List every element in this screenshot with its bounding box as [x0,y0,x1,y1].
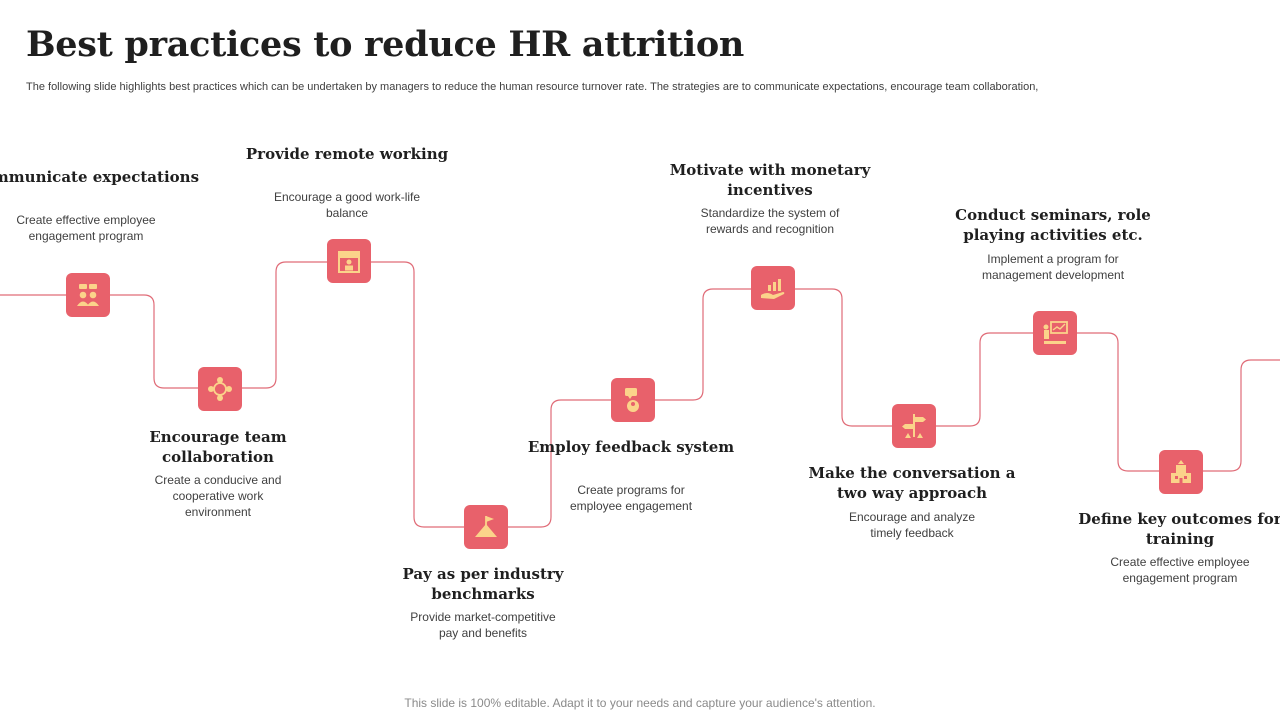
remote-work-icon [338,251,360,273]
feedback-icon [625,388,639,412]
step-3-node[interactable] [327,239,371,283]
team-cycle-icon [208,377,232,401]
step-5-title: Employ feedback system [527,438,735,456]
step-2-node[interactable] [198,367,242,411]
step-8-node[interactable] [1033,311,1077,355]
step-8-title: Conduct seminars, role playing activitie… [955,206,1151,244]
step-3-desc: Encourage a good work-life balance [273,190,421,220]
step-9-node[interactable] [1159,450,1203,494]
step-8-desc: Implement a program for management devel… [981,252,1125,282]
step-7-node[interactable] [892,404,936,448]
step-4-desc: Provide market-competitive pay and benef… [410,610,556,640]
step-9-title: Define key outcomes for training [1078,510,1280,548]
presentation-icon [1043,321,1068,344]
step-4-node[interactable] [464,505,508,549]
step-1-node[interactable] [66,273,110,317]
money-hand-icon [761,279,785,299]
signpost-icon [902,414,926,438]
step-2-desc: Create a conducive and cooperative work … [154,473,282,519]
people-chat-icon [77,284,99,306]
step-5-desc: Create programs for employee engagement [569,483,693,513]
slide-footer: This slide is 100% editable. Adapt it to… [404,696,876,710]
step-6-node[interactable] [751,266,795,310]
step-6-desc: Standardize the system of rewards and re… [700,206,840,236]
slide-subtitle: The following slide highlights best prac… [26,81,1039,93]
outcome-building-icon [1171,460,1191,483]
flag-benchmark-icon [475,516,497,537]
step-6-title: Motivate with monetary incentives [669,161,871,199]
step-1-desc: Create effective employee engagement pro… [16,213,156,243]
step-4-title: Pay as per industry benchmarks [402,565,564,603]
step-2-title: Encourage team collaboration [149,428,287,466]
step-9-desc: Create effective employee engagement pro… [1110,555,1250,585]
step-7-desc: Encourage and analyze timely feedback [848,510,976,540]
step-7-title: Make the conversation a two way approach [808,464,1016,502]
step-1-title: Communicate expectations [0,168,200,186]
slide-title: Best practices to reduce HR attrition [26,24,745,65]
step-3-title: Provide remote working [245,145,449,163]
step-5-node[interactable] [611,378,655,422]
